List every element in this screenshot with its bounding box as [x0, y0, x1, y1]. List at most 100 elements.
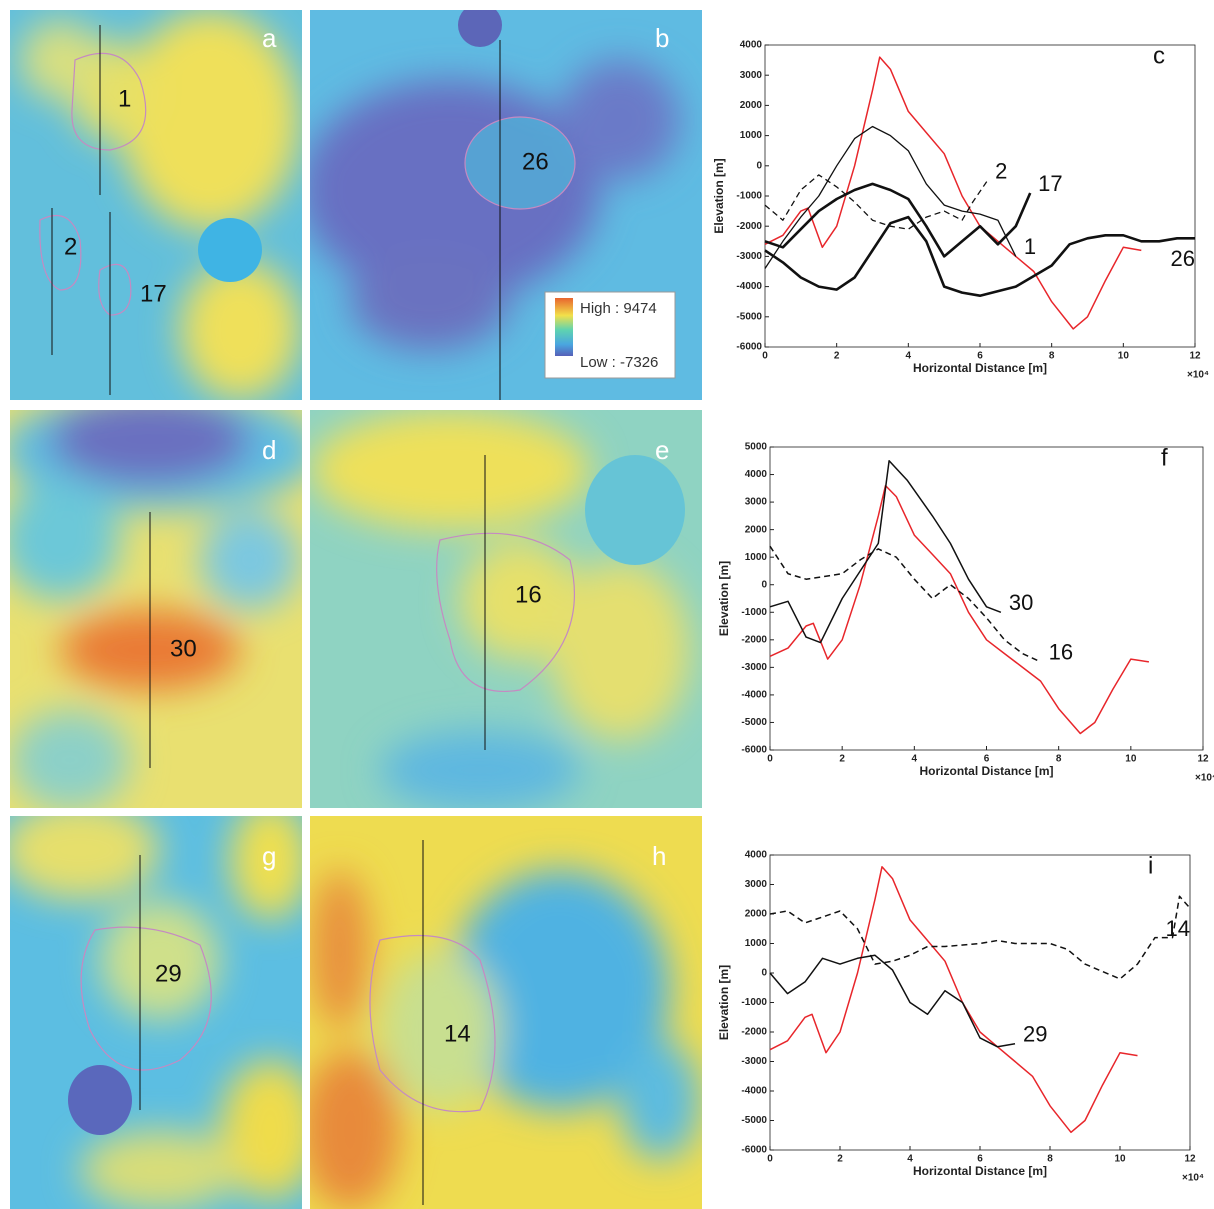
series-label: 17	[1038, 171, 1062, 196]
series-line	[769, 545, 1041, 663]
panel-letter: i	[1148, 852, 1153, 879]
legend-low: Low : -7326	[580, 354, 658, 371]
x-axis-title: Horizontal Distance [m]	[919, 764, 1053, 778]
plot-frame	[769, 446, 1204, 751]
y-tick-label: -1000	[741, 607, 767, 618]
x-tick-label: 4	[907, 1154, 913, 1165]
x-axis-title: Horizontal Distance [m]	[913, 1164, 1047, 1178]
region-label: 26	[522, 148, 549, 175]
y-axis-title: Elevation [m]	[717, 561, 731, 636]
series-label: 26	[1171, 246, 1195, 271]
series-label: 2	[995, 159, 1007, 184]
series-line	[769, 460, 1002, 644]
y-tick-label: -2000	[741, 1027, 767, 1038]
region-label: 2	[64, 233, 77, 260]
x-tick-label: 0	[767, 754, 773, 765]
y-tick-label: 0	[756, 160, 762, 171]
series-line	[764, 174, 988, 230]
y-tick-label: -4000	[741, 690, 767, 701]
series-line	[764, 56, 1142, 330]
series-label: 16	[1049, 640, 1073, 665]
panel-letter: b	[655, 23, 669, 53]
series-line	[764, 125, 1017, 269]
series-line	[769, 484, 1150, 735]
y-tick-label: 5000	[745, 442, 768, 453]
y-tick-label: 1000	[745, 552, 768, 563]
x-tick-label: 12	[1184, 1154, 1196, 1165]
region-label: 17	[140, 280, 167, 307]
y-tick-label: 3000	[740, 70, 763, 81]
panel-letter: f	[1161, 444, 1168, 471]
x-tick-label: 10	[1118, 351, 1130, 362]
y-tick-label: -1000	[736, 191, 762, 202]
y-tick-label: -6000	[736, 342, 762, 353]
y-tick-label: 3000	[745, 879, 768, 890]
y-tick-label: -5000	[736, 311, 762, 322]
series-line	[769, 954, 1016, 1048]
map-h: h 14	[310, 816, 702, 1209]
x-tick-label: 10	[1125, 754, 1137, 765]
series-label: 30	[1009, 590, 1033, 615]
y-axis-title: Elevation [m]	[712, 158, 726, 233]
panel-letter: d	[262, 435, 276, 465]
plot-frame	[769, 854, 1191, 1151]
x-tick-label: 8	[1049, 351, 1055, 362]
legend-ramp	[555, 298, 573, 356]
x-tick-label: 2	[837, 1154, 843, 1165]
y-tick-label: -4000	[736, 281, 762, 292]
series-line	[769, 895, 1191, 980]
series-line	[764, 215, 1195, 297]
y-tick-label: -5000	[741, 717, 767, 728]
y-tick-label: 3000	[745, 497, 768, 508]
panel-letter: a	[262, 23, 277, 53]
y-tick-label: -6000	[741, 745, 767, 756]
y-tick-label: -5000	[741, 1115, 767, 1126]
x-tick-label: 6	[984, 754, 990, 765]
y-tick-label: 0	[761, 579, 767, 590]
series-label: 29	[1023, 1022, 1047, 1047]
y-tick-label: -3000	[741, 1056, 767, 1067]
panel-letter: h	[652, 841, 666, 871]
series-line	[769, 866, 1138, 1134]
x-tick-label: 10	[1114, 1154, 1126, 1165]
y-tick-label: -3000	[736, 251, 762, 262]
x-tick-label: 6	[977, 351, 983, 362]
x-tick-label: 0	[767, 1154, 773, 1165]
y-tick-label: -6000	[741, 1145, 767, 1156]
y-tick-label: 0	[761, 968, 767, 979]
y-tick-label: -4000	[741, 1086, 767, 1097]
plot-frame	[764, 44, 1196, 348]
x-tick-label: 8	[1056, 754, 1062, 765]
x-tick-label: 12	[1197, 754, 1209, 765]
y-tick-label: 2000	[745, 909, 768, 920]
map-e: e 16	[310, 410, 702, 808]
series-label: 14	[1166, 916, 1190, 941]
x-tick-label: 12	[1189, 351, 1201, 362]
region-label: 16	[515, 581, 542, 608]
x-tick-label: 4	[912, 754, 918, 765]
legend-high: High : 9474	[580, 300, 657, 317]
x-multiplier: ×10⁴	[1187, 370, 1209, 381]
y-tick-label: -2000	[736, 221, 762, 232]
y-axis-title: Elevation [m]	[717, 965, 731, 1040]
panel-letter: e	[655, 435, 669, 465]
x-axis-title: Horizontal Distance [m]	[913, 361, 1047, 375]
y-tick-label: 4000	[740, 40, 763, 51]
x-tick-label: 8	[1047, 1154, 1053, 1165]
x-tick-label: 4	[906, 351, 912, 362]
y-tick-label: -3000	[741, 662, 767, 673]
y-tick-label: -2000	[741, 634, 767, 645]
series-label: 1	[1024, 234, 1036, 259]
region-label: 30	[170, 635, 197, 662]
panel-letter: c	[1153, 42, 1165, 69]
region-label: 29	[155, 960, 182, 987]
y-tick-label: 4000	[745, 850, 768, 861]
region-label: 14	[444, 1020, 471, 1047]
y-tick-label: 1000	[745, 938, 768, 949]
y-tick-label: 1000	[740, 130, 763, 141]
x-multiplier: ×10⁴	[1195, 773, 1214, 784]
y-tick-label: 2000	[740, 100, 763, 111]
x-tick-label: 6	[977, 1154, 983, 1165]
y-tick-label: 4000	[745, 469, 768, 480]
